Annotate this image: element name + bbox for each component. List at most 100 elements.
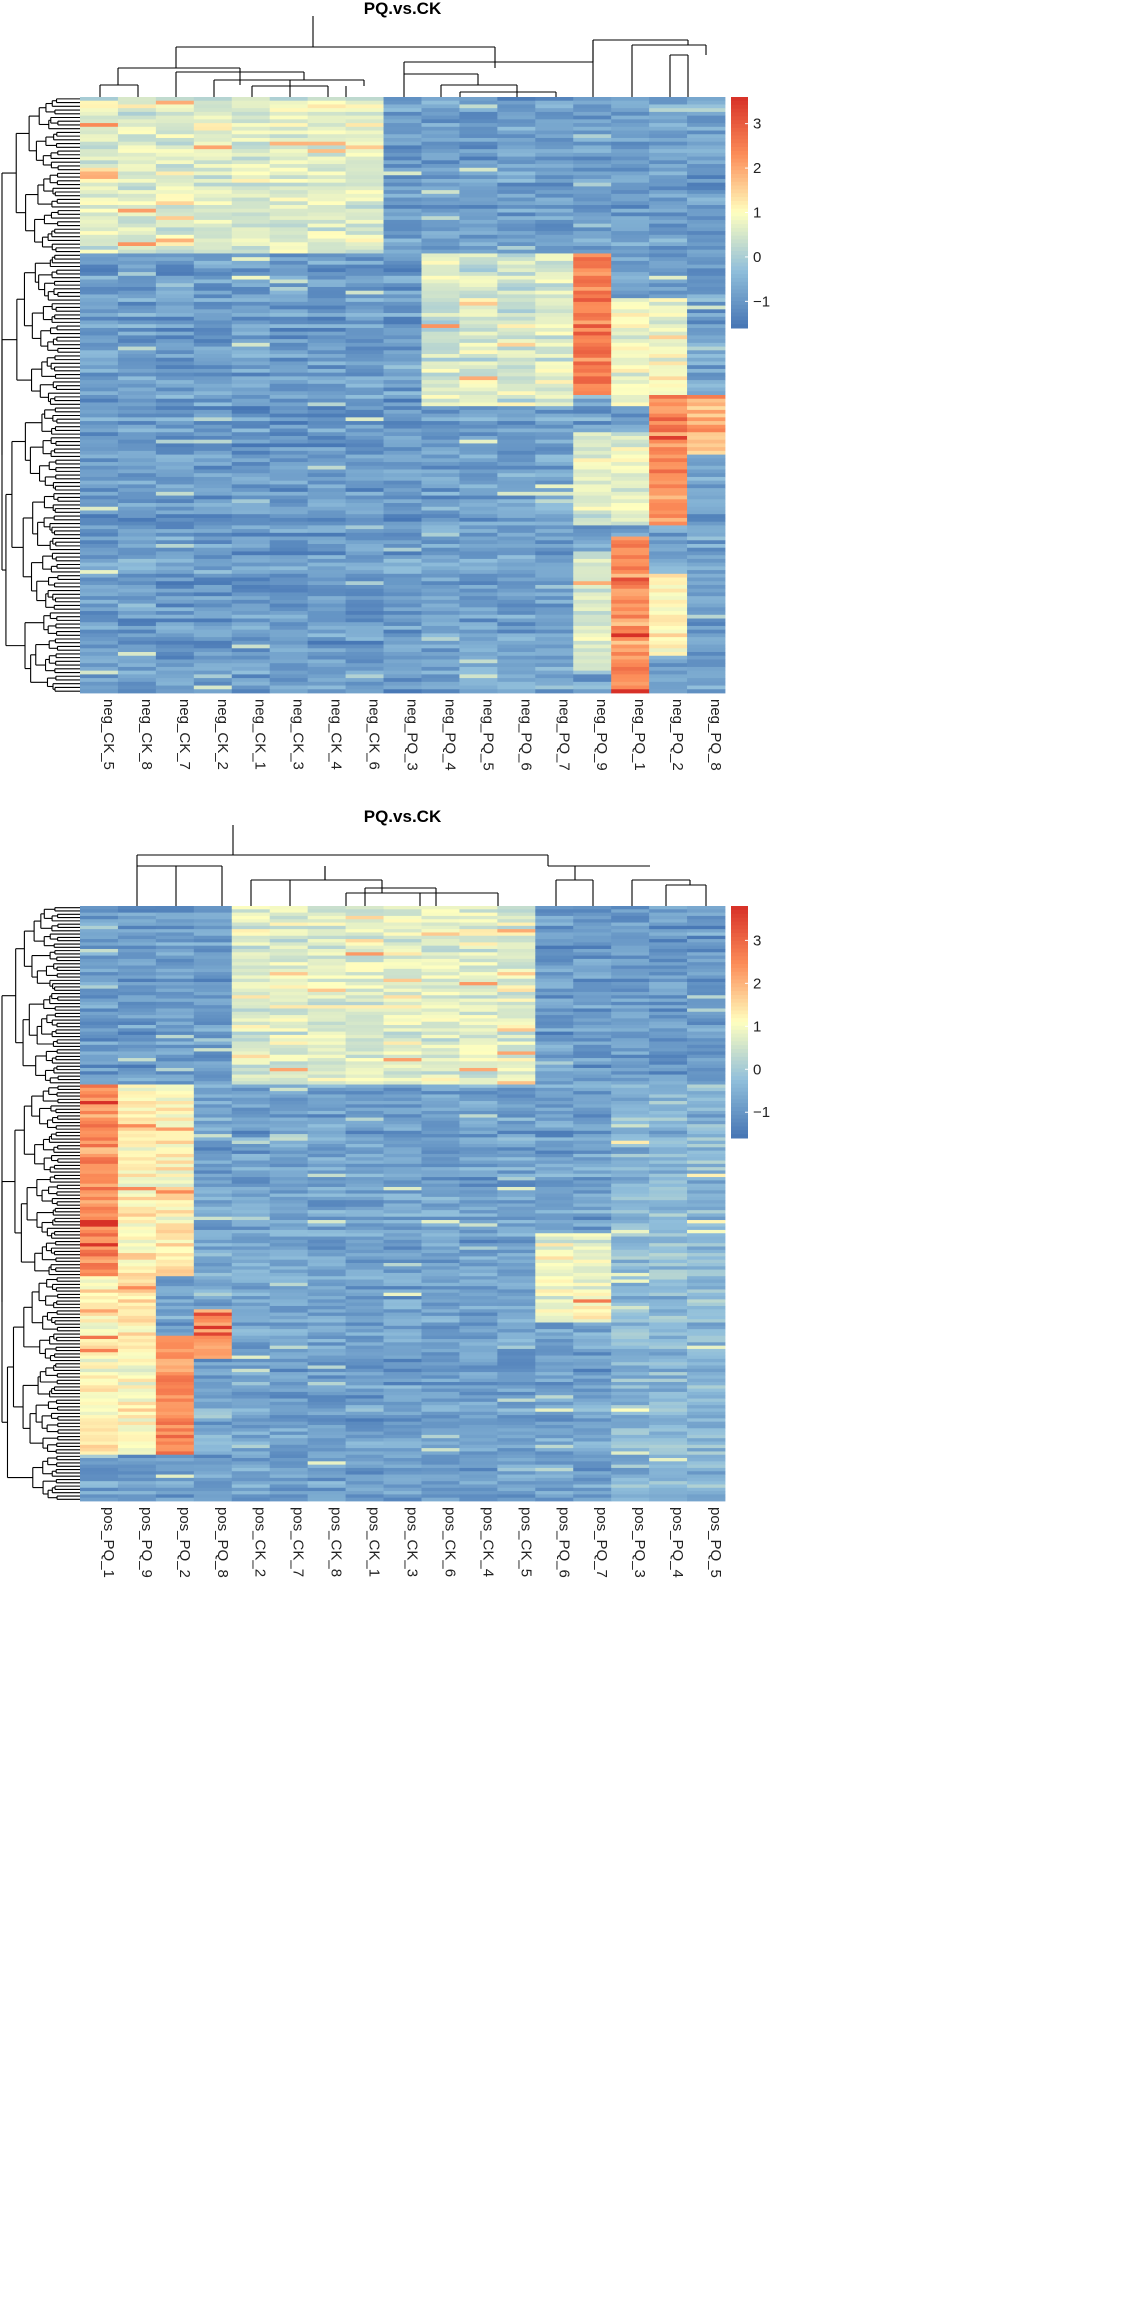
- heatmap-cell: [421, 171, 460, 176]
- heatmap-cell: [155, 1127, 195, 1132]
- heatmap-cell: [687, 193, 726, 198]
- heatmap-cell: [231, 521, 271, 526]
- heatmap-cell: [497, 339, 536, 344]
- heatmap-cell: [573, 1124, 612, 1128]
- heatmap-cell: [687, 443, 726, 448]
- heatmap-cell: [611, 1071, 650, 1075]
- heatmap-cell: [421, 588, 460, 593]
- heatmap-cell: [459, 1101, 498, 1105]
- heatmap-cell: [80, 499, 119, 504]
- heatmap-cell: [649, 365, 688, 370]
- heatmap-cell: [155, 145, 195, 150]
- heatmap-cell: [535, 674, 574, 679]
- heatmap-cell: [193, 305, 233, 310]
- heatmap-cell: [307, 249, 346, 254]
- heatmap-cell: [687, 402, 726, 407]
- heatmap-cell: [155, 1124, 195, 1128]
- heatmap-cell: [307, 1220, 346, 1224]
- heatmap-cell: [459, 622, 498, 627]
- heatmap-cell: [345, 1015, 384, 1019]
- heatmap-cell: [535, 115, 574, 120]
- heatmap-cell: [307, 175, 346, 180]
- heatmap-cell: [307, 506, 346, 511]
- heatmap-cell: [535, 998, 574, 1003]
- heatmap-cell: [231, 223, 271, 228]
- heatmap-cell: [497, 1226, 536, 1231]
- heatmap-cell: [155, 1206, 195, 1211]
- heatmap-cell: [573, 517, 612, 523]
- heatmap-cell: [649, 562, 688, 567]
- heatmap-cell: [117, 335, 157, 340]
- heatmap-cell: [573, 227, 612, 232]
- heatmap-cell: [383, 1153, 422, 1158]
- heatmap-cell: [383, 978, 422, 983]
- heatmap-cell: [345, 919, 384, 923]
- heatmap-cell: [459, 555, 498, 560]
- heatmap-cell: [155, 156, 195, 161]
- heatmap-cell: [269, 428, 309, 433]
- heatmap-cell: [535, 421, 574, 426]
- heatmap-cell: [497, 540, 536, 545]
- heatmap-cell: [231, 171, 271, 176]
- heatmap-cell: [573, 443, 612, 448]
- heatmap-cell: [459, 532, 498, 537]
- heatmap-cell: [459, 503, 498, 508]
- heatmap-cell: [155, 298, 195, 303]
- heatmap-cell: [383, 193, 422, 198]
- heatmap-cell: [193, 186, 233, 191]
- heatmap-cell: [573, 1054, 612, 1059]
- heatmap-cell: [573, 1153, 612, 1158]
- heatmap-cell: [573, 1177, 612, 1181]
- heatmap-cell: [687, 972, 726, 976]
- heatmap-cell: [155, 346, 195, 351]
- heatmap-cell: [611, 134, 650, 139]
- heatmap-cell: [535, 570, 574, 575]
- heatmap-cell: [535, 376, 574, 381]
- heatmap-cell: [193, 290, 233, 295]
- heatmap-cell: [80, 906, 119, 910]
- heatmap-cell: [497, 406, 536, 411]
- heatmap-cell: [307, 97, 346, 102]
- heatmap-cell: [535, 491, 574, 496]
- heatmap-cell: [687, 596, 726, 601]
- heatmap-cell: [459, 1173, 498, 1178]
- heatmap-cell: [345, 406, 384, 411]
- heatmap-cell: [345, 387, 384, 392]
- heatmap-cell: [307, 108, 346, 113]
- heatmap-cell: [307, 335, 346, 340]
- heatmap-cell: [459, 991, 498, 996]
- heatmap-cell: [459, 525, 498, 530]
- heatmap-cell: [383, 510, 422, 515]
- heatmap-cell: [383, 929, 422, 933]
- heatmap-cell: [155, 906, 195, 910]
- heatmap-cell: [307, 592, 346, 597]
- heatmap-cell: [611, 1044, 650, 1049]
- heatmap-cell: [687, 197, 726, 202]
- heatmap-cell: [573, 395, 612, 400]
- heatmap-cell: [573, 945, 612, 950]
- heatmap-cell: [459, 354, 498, 359]
- heatmap-cell: [269, 462, 309, 467]
- heatmap-cell: [345, 1180, 384, 1185]
- heatmap-cell: [307, 480, 346, 485]
- heatmap-cell: [497, 219, 536, 225]
- heatmap-cell: [649, 193, 688, 198]
- heatmap-cell: [117, 909, 157, 914]
- heatmap-cell: [307, 514, 346, 519]
- heatmap-cell: [573, 428, 612, 433]
- heatmap-cell: [345, 514, 384, 519]
- heatmap-cell: [649, 912, 688, 917]
- heatmap-cell: [421, 1134, 460, 1138]
- heatmap-cell: [687, 1101, 726, 1105]
- heatmap-cell: [383, 491, 422, 496]
- heatmap-cell: [459, 339, 498, 344]
- heatmap-cell: [117, 1028, 157, 1033]
- heatmap-cell: [535, 260, 574, 266]
- heatmap-cell: [611, 1084, 650, 1089]
- heatmap-cell: [573, 562, 612, 567]
- heatmap-cell: [687, 991, 726, 996]
- heatmap-cell: [687, 275, 726, 280]
- heatmap-cell: [231, 350, 271, 355]
- heatmap-cell: [231, 238, 271, 243]
- heatmap-cell: [155, 305, 195, 310]
